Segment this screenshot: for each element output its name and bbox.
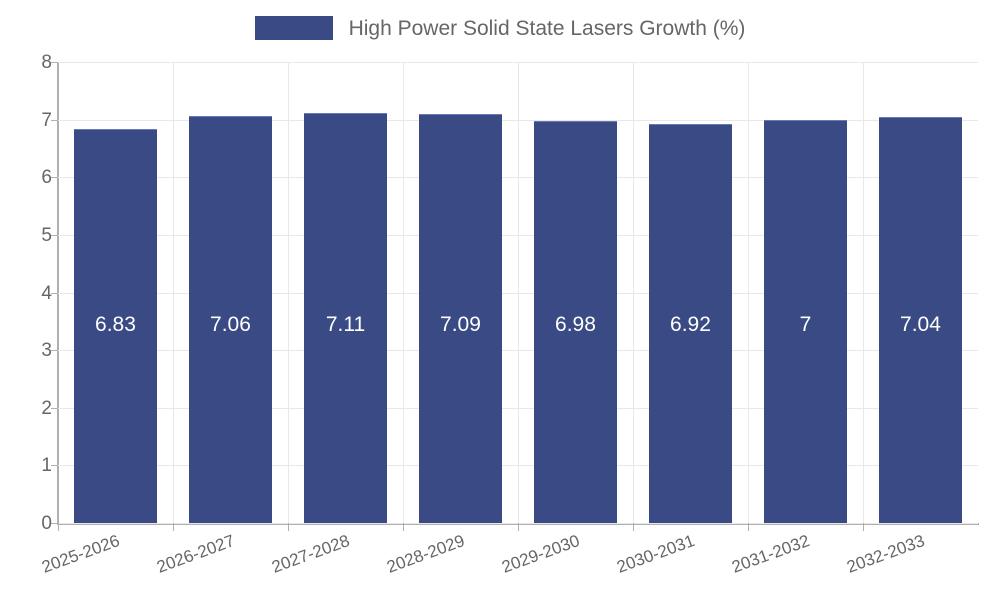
gridline-vertical [518,62,519,523]
y-axis-tick-mark [51,292,58,294]
bar-slot: 7.06 [189,62,272,523]
x-axis-tick-label: 2025-2026 [38,531,122,577]
y-axis-tick-mark [51,523,58,524]
y-axis-tick-label: 5 [41,224,52,246]
bar[interactable] [649,124,732,523]
bar[interactable] [534,120,617,523]
x-axis-tick-label: 2026-2027 [153,531,237,577]
gridline-vertical [633,62,634,523]
plot-area: 6.83 7.06 7.11 7.09 6.98 6.92 7 7.04 [58,62,978,524]
bar-slot: 6.83 [74,62,157,523]
y-axis-tick-label: 3 [41,340,52,362]
y-axis-tick-mark [51,119,58,121]
bar[interactable] [189,116,272,523]
bar-value-label: 6.98 [555,313,596,336]
bar-slot: 6.92 [649,62,732,523]
chart-legend: High Power Solid State Lasers Growth (%) [0,10,1000,46]
x-axis-tick-label: 2028-2029 [383,531,467,577]
gridline-vertical [748,62,749,523]
y-axis-tick-label: 2 [41,397,52,419]
y-axis-tick-mark [51,350,58,352]
gridline-vertical [403,62,404,523]
y-axis-tick-mark [51,234,58,236]
bar-value-label: 6.83 [95,313,136,336]
bar[interactable] [879,117,962,523]
bar[interactable] [74,129,157,523]
bar[interactable] [764,119,847,523]
bar-slot: 7.09 [419,62,502,523]
y-axis-tick-label: 7 [41,109,52,131]
y-axis-tick-mark [51,62,58,63]
x-axis-tick-label: 2027-2028 [268,531,352,577]
legend-color-swatch [254,16,333,40]
legend-label: High Power Solid State Lasers Growth (%) [348,16,746,40]
x-axis-tick-label: 2030-2031 [613,531,697,577]
y-axis-tick-label: 4 [41,282,52,304]
x-axis-tick-mark [403,523,404,531]
x-axis-tick-label: 2032-2033 [843,531,927,577]
x-axis-tick-mark [173,523,174,531]
bar-slot: 6.98 [534,62,617,523]
bar-value-label: 7.09 [440,313,481,336]
bar[interactable] [419,114,502,523]
x-axis-tick-mark [518,523,519,531]
bar-value-label: 7.06 [210,313,251,336]
bar-value-label: 6.92 [670,313,711,336]
x-axis-tick-mark [863,523,864,531]
y-axis-tick-label: 1 [41,455,52,477]
x-axis-tick-mark [633,523,634,531]
bar-slot: 7 [764,62,847,523]
bar-value-label: 7.11 [325,313,366,336]
bar-value-label: 7 [799,313,812,336]
gridline-vertical [863,62,864,523]
x-axis-tick-label: 2029-2030 [498,531,582,577]
gridline-vertical [173,62,174,523]
x-axis-tick-mark [58,523,59,531]
y-axis-tick-mark [51,407,58,409]
y-axis-tick-label: 6 [41,167,52,189]
x-axis-tick-mark [288,523,289,531]
gridline-vertical [288,62,289,523]
y-axis-tick-mark [51,465,58,467]
y-axis-tick-mark [51,177,58,179]
x-axis-tick-label: 2031-2032 [728,531,812,577]
bar[interactable] [304,113,387,523]
x-axis-tick-mark [748,523,749,531]
y-axis-tick-label: 8 [41,52,52,73]
y-axis-tick-label: 0 [41,513,52,534]
bar-value-label: 7.04 [900,313,941,336]
bar-slot: 7.11 [304,62,387,523]
bar-slot: 7.04 [879,62,962,523]
